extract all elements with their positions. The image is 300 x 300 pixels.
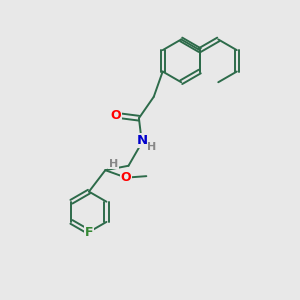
Text: N: N (136, 134, 147, 147)
Text: F: F (85, 226, 93, 238)
Text: O: O (110, 109, 121, 122)
Text: H: H (147, 142, 157, 152)
Text: H: H (109, 159, 118, 169)
Text: O: O (121, 171, 131, 184)
